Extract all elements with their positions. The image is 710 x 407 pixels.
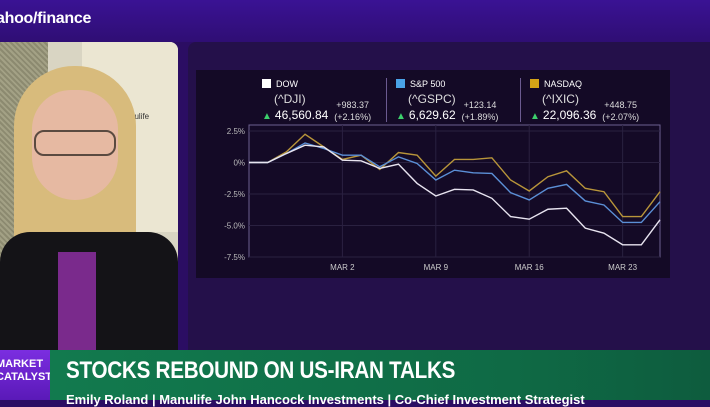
legend-ticker: (^IXIC) xyxy=(542,92,579,106)
segment-line-2: CATALYSTS xyxy=(0,371,50,383)
price-value: 6,629.62 xyxy=(408,108,456,122)
legend-change: +448.75 (+2.07%) xyxy=(602,99,639,124)
legend-change: +983.37 (+2.16%) xyxy=(334,99,371,124)
y-tick-label: 0% xyxy=(233,159,245,168)
up-arrow-icon: ▲ xyxy=(530,111,540,122)
change-pct: (+2.16%) xyxy=(334,112,372,122)
x-tick-label: MAR 9 xyxy=(424,263,449,272)
x-tick-label: MAR 2 xyxy=(330,263,355,272)
legend-sp500: S&P 500 (^GSPC) ▲ 6,629.62 +123.14 (+1.89%… xyxy=(396,76,498,124)
y-tick-label: -7.5% xyxy=(224,253,245,262)
dow-swatch xyxy=(262,79,271,88)
sp500-swatch xyxy=(396,79,405,88)
headline: STOCKS REBOUND ON US-IRAN TALKS xyxy=(66,357,456,384)
legend-name: NASDAQ xyxy=(544,79,583,89)
legend-divider xyxy=(520,78,521,122)
change-value: +123.14 xyxy=(463,100,497,110)
change-value: +448.75 xyxy=(604,100,638,110)
top-bar: ahoo/finance xyxy=(0,0,710,42)
legend-price: ▲ 46,560.84 xyxy=(262,108,328,124)
legend-main: DOW (^DJI) ▲ 46,560.84 xyxy=(262,78,328,124)
price-value: 22,096.36 xyxy=(542,108,597,122)
legend-main: S&P 500 (^GSPC) ▲ 6,629.62 xyxy=(396,78,456,124)
guest-face xyxy=(32,90,118,200)
x-tick-label: MAR 23 xyxy=(608,263,637,272)
change-pct: (+1.89%) xyxy=(461,112,499,122)
sign-text: nulife xyxy=(130,112,150,121)
nasdaq-swatch xyxy=(530,79,539,88)
legend-name: S&P 500 xyxy=(410,79,446,89)
legend-dow: DOW (^DJI) ▲ 46,560.84 +983.37 (+2.16%) xyxy=(262,76,371,124)
legend-name-row: NASDAQ xyxy=(530,78,596,92)
y-tick-label: -5.0% xyxy=(224,222,245,231)
series-line-dow xyxy=(249,144,661,246)
lower-third-banner: STOCKS REBOUND ON US-IRAN TALKS Emily Ro… xyxy=(50,350,710,407)
legend-name-row: S&P 500 xyxy=(396,78,456,92)
legend-name-row: DOW xyxy=(262,78,328,92)
change-value: +983.37 xyxy=(336,100,370,110)
change-pct: (+2.07%) xyxy=(602,112,640,122)
series-line-s-p-500 xyxy=(249,142,661,224)
yahoo-finance-logo: ahoo/finance xyxy=(0,10,92,27)
legend-divider xyxy=(386,78,387,122)
y-tick-label: 2.5% xyxy=(227,127,245,136)
legend-name: DOW xyxy=(276,79,298,89)
segment-line-1: MARKET xyxy=(0,358,44,370)
segment-badge: MARKET CATALYSTS xyxy=(0,350,50,400)
y-tick-label: -2.5% xyxy=(224,190,245,199)
series-line-nasdaq xyxy=(249,133,661,218)
price-value: 46,560.84 xyxy=(274,108,329,122)
guest-shirt xyxy=(58,252,96,350)
legend-price: ▲ 6,629.62 xyxy=(396,108,456,124)
legend-change: +123.14 (+1.89%) xyxy=(462,99,499,124)
x-tick-label: MAR 16 xyxy=(515,263,544,272)
legend-nasdaq: NASDAQ (^IXIC) ▲ 22,096.36 +448.75 (+2.07%… xyxy=(530,76,639,124)
legend-price: ▲ 22,096.36 xyxy=(530,108,596,124)
guest-video-feed: nulife xyxy=(0,42,178,350)
up-arrow-icon: ▲ xyxy=(262,111,272,122)
legend-ticker: (^GSPC) xyxy=(408,92,456,106)
guest-glasses xyxy=(34,130,116,156)
up-arrow-icon: ▲ xyxy=(396,111,406,122)
legend-ticker: (^DJI) xyxy=(274,92,306,106)
legend-main: NASDAQ (^IXIC) ▲ 22,096.36 xyxy=(530,78,596,124)
